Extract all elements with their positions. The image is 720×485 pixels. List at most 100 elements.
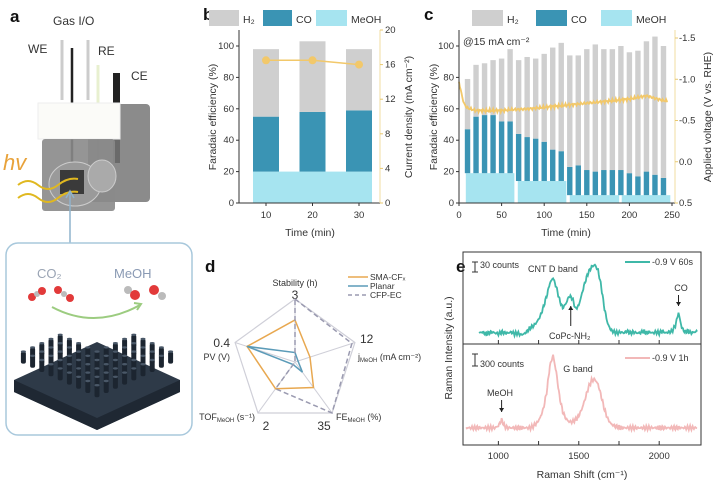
micropillar-top [149, 342, 155, 345]
bar-co [558, 151, 564, 182]
scale-bar-icon [472, 261, 478, 273]
micropillar-top [94, 358, 100, 362]
micropillar-top [76, 342, 82, 345]
radar-axis-max-fe: 35 [317, 419, 331, 433]
micropillar-top [149, 358, 155, 362]
micropillar-top [122, 363, 128, 366]
bar-h2 [609, 49, 616, 171]
c-right-tick-label: -1.0 [679, 74, 695, 85]
micropillar-top [103, 371, 109, 374]
arrow-head-icon [65, 189, 75, 199]
micropillar-top [103, 346, 109, 349]
c-x-tick-label: 250 [664, 210, 680, 221]
micropillar-top [131, 333, 137, 336]
legend-label: CO [296, 14, 312, 26]
bar-co [660, 177, 667, 196]
bar-meoh [253, 171, 372, 203]
micropillar-top [112, 367, 118, 370]
bar-co [532, 138, 539, 182]
c-right-tick-label: 0.5 [679, 198, 692, 209]
micropillar-top [48, 337, 54, 341]
radar-series-planar [246, 345, 304, 373]
c-x-tick-label: 0 [456, 210, 461, 221]
micropillar-top [20, 350, 26, 353]
c-y-tick-label: 20 [443, 167, 454, 178]
micropillar-top [158, 346, 164, 349]
light-wave-icon [17, 190, 79, 203]
micropillar-top [158, 354, 164, 357]
radar-axis-label-pv: PV (V) [203, 352, 230, 362]
b-right-tick-label: 12 [385, 94, 396, 105]
nanostructure-inset [5, 242, 193, 436]
b-y-tick-label: 100 [218, 41, 234, 52]
micropillar [39, 360, 45, 372]
micropillar-top [85, 379, 91, 383]
radar-axis-label-tof: TOFMeOH (s⁻¹) [199, 412, 255, 424]
micropillar [57, 368, 63, 381]
radar-axis-max-j: 12 [360, 332, 374, 346]
c-right-tick-label: -1.5 [679, 33, 695, 44]
we-label: WE [28, 42, 47, 56]
bar-h2 [592, 44, 599, 172]
micropillar-top [131, 358, 137, 362]
legend-label: MeOH [636, 14, 666, 26]
panel-label-b: b [203, 5, 213, 24]
bar-co [626, 173, 633, 196]
bar-co [541, 141, 547, 182]
c-x-axis-title: Time (min) [541, 227, 591, 239]
micropillar-top [48, 346, 54, 349]
b-x-tick-label: 10 [261, 210, 272, 221]
micropillar-top [66, 363, 72, 366]
legend-swatch-0 [209, 10, 239, 26]
bar-co [346, 110, 372, 172]
scale-bar-icon [472, 353, 478, 367]
bar-co [635, 176, 641, 196]
micropillar-top [131, 367, 137, 370]
legend-swatch-0 [472, 10, 503, 26]
micropillar-top [66, 371, 72, 374]
c-y-tick-label: 0 [449, 198, 454, 209]
radar-outer-grid [234, 298, 356, 414]
radar-axis-max-pv: 0.4 [213, 336, 230, 350]
micropillar [94, 385, 100, 398]
micropillar [66, 372, 72, 385]
micropillar-top [140, 337, 146, 341]
radar-legend-label: CFP-EC [370, 290, 402, 300]
c-y-axis-title: Faradaic efficiency (%) [428, 64, 440, 171]
micropillar [30, 355, 36, 368]
micropillar-top [94, 367, 100, 370]
legend-label: CO [571, 14, 587, 26]
legend-swatch-2 [601, 10, 632, 26]
micropillar-top [103, 363, 109, 366]
c-y-tick-label: 80 [443, 72, 454, 83]
bar-h2 [524, 56, 530, 138]
e-x-axis-title: Raman Shift (cm⁻¹) [537, 469, 628, 481]
cell-cap [37, 102, 121, 140]
c-right-tick-label: -0.5 [679, 116, 695, 127]
micropillar-top [122, 354, 128, 357]
bar-h2 [626, 52, 633, 174]
annotation-g-band: G band [563, 364, 593, 374]
bar-h2 [299, 41, 326, 112]
bar-co [550, 149, 556, 182]
bar-h2 [575, 55, 581, 166]
b-y-tick-label: 40 [223, 135, 234, 146]
conversion-arrow [51, 304, 141, 319]
hv-label: hv [3, 150, 28, 175]
micropillar [112, 376, 118, 389]
bar-co [490, 115, 496, 174]
legend-label-bottom: -0.9 V 1h [652, 353, 689, 363]
meoh-label: MeOH [114, 266, 152, 281]
micropillar-top [57, 358, 63, 362]
micropillar [140, 364, 146, 377]
b-y-tick-label: 20 [223, 167, 234, 178]
micropillar-top [57, 350, 63, 353]
radar-axis-label-j: jMeOH (mA cm⁻²) [357, 352, 421, 364]
bar-h2 [507, 49, 513, 122]
micropillar-top [149, 350, 155, 353]
bar-h2 [532, 58, 539, 139]
bar-h2 [618, 46, 624, 171]
b-y-tick-label: 60 [223, 104, 234, 115]
scale-bar-label-top: 30 counts [480, 260, 520, 270]
b-right-tick-label: 4 [385, 163, 390, 174]
